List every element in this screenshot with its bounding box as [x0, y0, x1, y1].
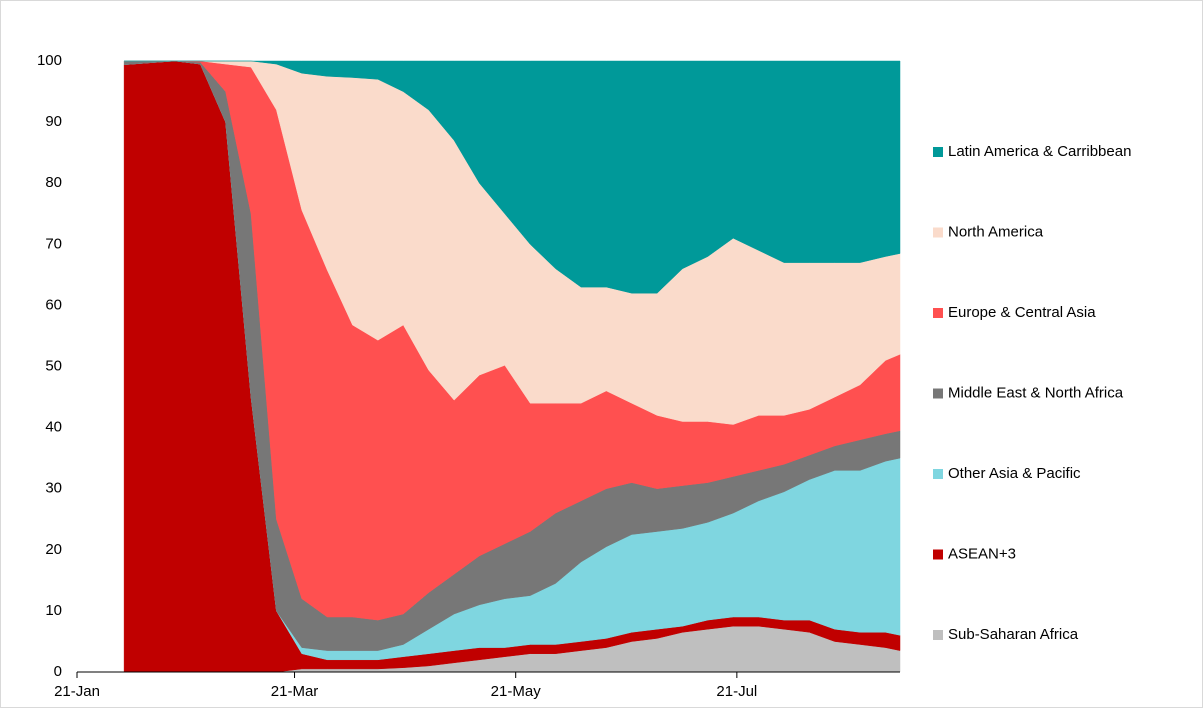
- legend-swatch: [933, 549, 943, 560]
- legend-label: Latin America & Carribbean: [948, 143, 1131, 160]
- x-tick-label: 21-Jul: [716, 683, 757, 700]
- y-tick-label: 40: [45, 419, 62, 436]
- y-tick-label: 90: [45, 113, 62, 130]
- legend-label: ASEAN+3: [948, 545, 1016, 562]
- legend-label: Europe & Central Asia: [948, 304, 1096, 321]
- legend-label: North America: [948, 223, 1044, 240]
- legend-swatch: [933, 630, 943, 640]
- legend-label: Other Asia & Pacific: [948, 465, 1081, 482]
- y-tick-label: 50: [45, 357, 62, 374]
- legend-swatch: [933, 147, 943, 157]
- legend-label: Middle East & North Africa: [948, 384, 1124, 401]
- legend-swatch: [933, 388, 943, 399]
- x-tick-label: 21-May: [491, 683, 542, 700]
- legend-swatch: [933, 308, 943, 318]
- y-tick-label: 20: [45, 541, 62, 558]
- y-tick-label: 100: [37, 52, 62, 69]
- x-tick-label: 21-Mar: [271, 683, 319, 700]
- y-tick-label: 30: [45, 480, 62, 497]
- legend-swatch: [933, 227, 943, 238]
- y-tick-label: 70: [45, 235, 62, 252]
- area: [124, 60, 901, 294]
- y-tick-label: 0: [54, 663, 62, 680]
- y-tick-label: 80: [45, 174, 62, 191]
- y-tick-label: 60: [45, 296, 62, 313]
- legend-label: Sub-Saharan Africa: [948, 626, 1079, 643]
- legend-swatch: [933, 469, 943, 479]
- y-tick-label: 10: [45, 602, 62, 619]
- x-tick-label: 21-Jan: [54, 683, 100, 700]
